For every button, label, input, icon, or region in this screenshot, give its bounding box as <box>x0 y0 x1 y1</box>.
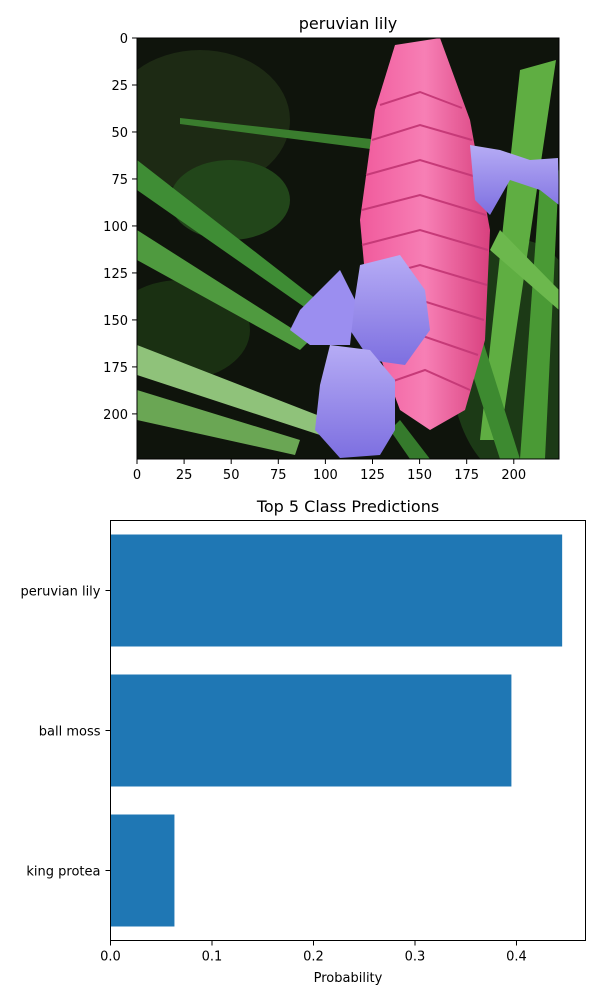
image-y-tick-label: 125 <box>103 267 128 282</box>
image-x-tick-label: 125 <box>360 468 385 483</box>
bar-x-tick-label: 0.4 <box>506 950 527 965</box>
image-x-tick-label: 0 <box>133 468 141 483</box>
image-y-tick-label: 175 <box>103 361 128 376</box>
image-x-tick-label: 50 <box>223 468 240 483</box>
image-y-tick-label: 25 <box>111 79 128 94</box>
bar-chart-title: Top 5 Class Predictions <box>256 497 439 516</box>
image-y-axis: 0 25 50 75 100 125 150 175 200 <box>103 32 137 423</box>
bar-x-tick-label: 0.0 <box>100 950 121 965</box>
image-title: peruvian lily <box>299 14 397 33</box>
bar-category-label: ball moss <box>39 725 101 740</box>
image-y-tick-label: 200 <box>103 408 128 423</box>
image-x-axis: 0 25 50 75 100 125 150 175 200 <box>133 459 526 483</box>
image-y-tick-label: 75 <box>111 173 128 188</box>
bar-y-axis: peruvian lily ball moss king protea <box>20 585 111 880</box>
image-frame <box>136 37 560 460</box>
image-y-tick-label: 100 <box>103 220 128 235</box>
image-x-tick-label: 175 <box>454 468 479 483</box>
bar-x-axis: 0.0 0.1 0.2 0.3 0.4 <box>100 940 527 965</box>
bar <box>110 814 175 927</box>
bar-category-label: king protea <box>26 865 100 880</box>
image-x-tick-label: 75 <box>270 468 287 483</box>
bar-category-label: peruvian lily <box>20 585 100 600</box>
flower-photo <box>137 38 559 459</box>
bar <box>110 674 512 787</box>
image-x-tick-label: 150 <box>407 468 432 483</box>
image-y-tick-label: 150 <box>103 314 128 329</box>
image-x-tick-label: 100 <box>313 468 338 483</box>
bar-x-axis-label: Probability <box>314 971 383 986</box>
image-x-tick-label: 200 <box>501 468 526 483</box>
bar-x-tick-label: 0.2 <box>303 950 324 965</box>
image-x-tick-label: 25 <box>176 468 193 483</box>
bars <box>110 534 563 927</box>
bar <box>110 534 563 647</box>
image-y-tick-label: 0 <box>120 32 128 47</box>
bar-x-tick-label: 0.1 <box>202 950 223 965</box>
bar-x-tick-label: 0.3 <box>405 950 426 965</box>
image-y-tick-label: 50 <box>111 126 128 141</box>
